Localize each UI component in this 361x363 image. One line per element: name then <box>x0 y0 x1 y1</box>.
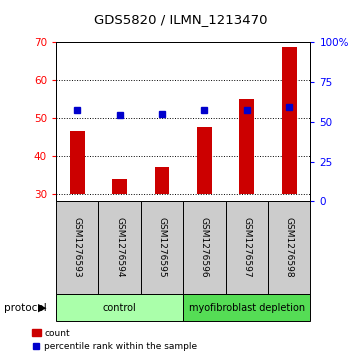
Bar <box>141 201 183 294</box>
Text: GSM1276597: GSM1276597 <box>242 217 251 278</box>
Text: control: control <box>103 303 136 313</box>
Bar <box>56 201 98 294</box>
Bar <box>268 201 310 294</box>
Bar <box>197 127 212 194</box>
Bar <box>112 179 127 194</box>
Bar <box>239 99 254 194</box>
Bar <box>183 201 226 294</box>
Bar <box>98 201 141 294</box>
Text: protocol: protocol <box>4 303 46 313</box>
Text: GSM1276598: GSM1276598 <box>285 217 294 278</box>
Text: GSM1276596: GSM1276596 <box>200 217 209 278</box>
Text: myofibroblast depletion: myofibroblast depletion <box>189 303 305 313</box>
Bar <box>226 201 268 294</box>
Legend: count, percentile rank within the sample: count, percentile rank within the sample <box>32 329 197 351</box>
Bar <box>282 48 297 194</box>
Text: GSM1276595: GSM1276595 <box>157 217 166 278</box>
Text: GDS5820 / ILMN_1213470: GDS5820 / ILMN_1213470 <box>94 13 267 26</box>
Text: GSM1276594: GSM1276594 <box>115 217 124 278</box>
Bar <box>70 131 84 194</box>
Bar <box>155 167 169 194</box>
Bar <box>183 294 310 321</box>
Text: ▶: ▶ <box>38 303 47 313</box>
Bar <box>56 294 183 321</box>
Text: GSM1276593: GSM1276593 <box>73 217 82 278</box>
